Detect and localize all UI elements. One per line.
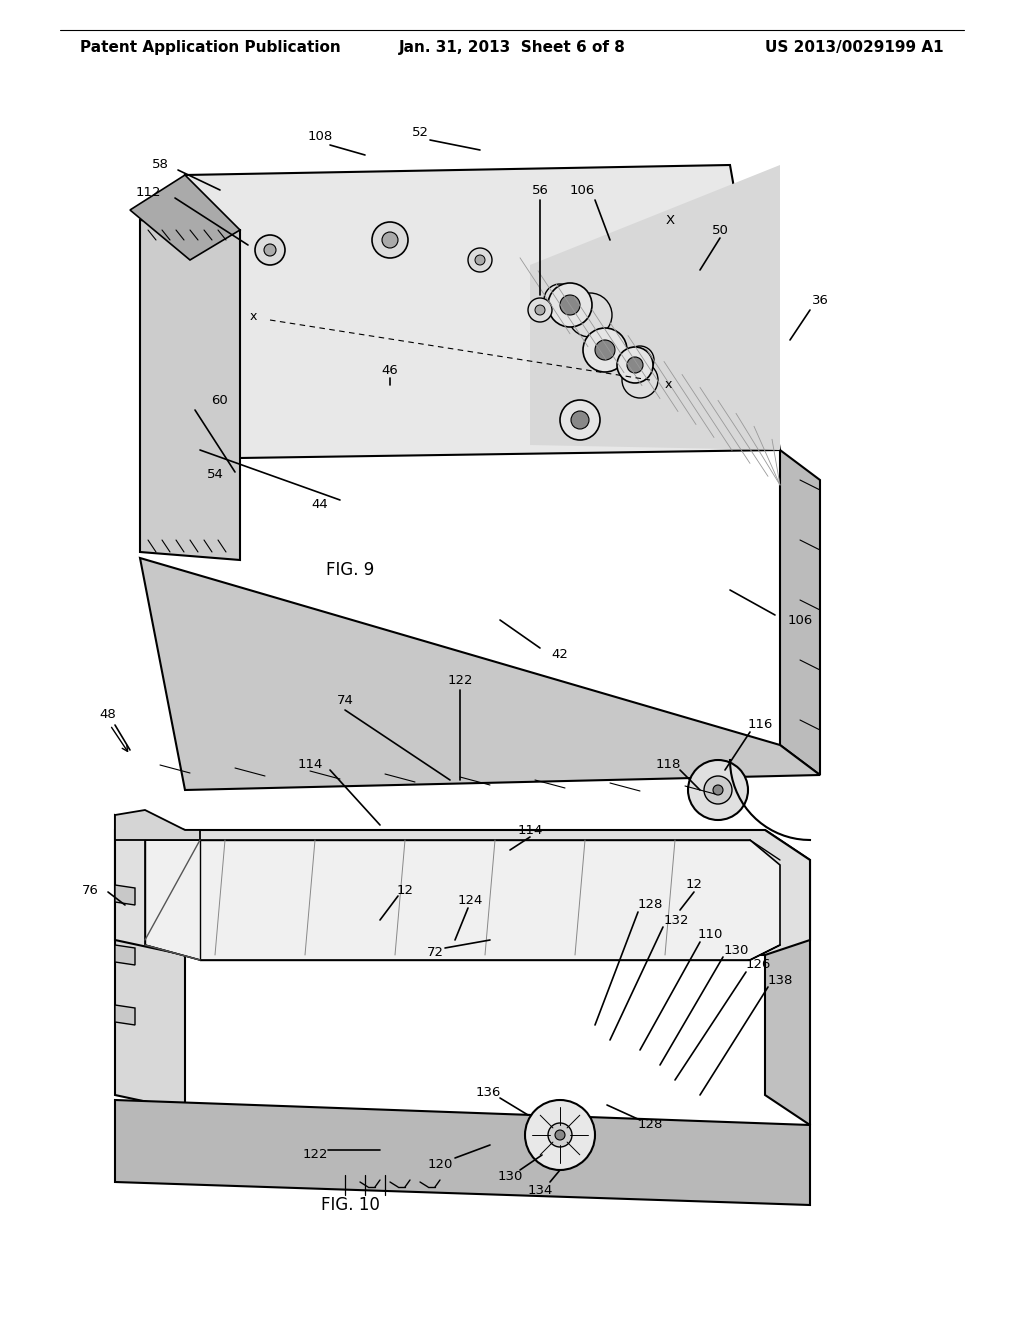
Text: 122: 122 xyxy=(302,1148,328,1162)
Circle shape xyxy=(555,1130,565,1140)
Circle shape xyxy=(688,760,748,820)
Circle shape xyxy=(255,235,285,265)
Circle shape xyxy=(627,356,643,374)
Text: 106: 106 xyxy=(569,183,595,197)
Text: 114: 114 xyxy=(517,824,543,837)
Text: 130: 130 xyxy=(723,944,749,957)
Text: 112: 112 xyxy=(135,186,161,199)
Circle shape xyxy=(544,284,575,315)
Circle shape xyxy=(560,400,600,440)
Text: 44: 44 xyxy=(311,499,329,511)
Text: 76: 76 xyxy=(82,883,98,896)
Circle shape xyxy=(548,1123,572,1147)
Circle shape xyxy=(568,293,612,337)
Text: 106: 106 xyxy=(787,614,813,627)
Text: 122: 122 xyxy=(447,673,473,686)
Circle shape xyxy=(584,334,616,366)
Text: 54: 54 xyxy=(207,469,223,482)
Circle shape xyxy=(264,244,276,256)
Text: 128: 128 xyxy=(637,899,663,912)
Text: 60: 60 xyxy=(212,393,228,407)
Text: 130: 130 xyxy=(498,1171,522,1184)
Text: 128: 128 xyxy=(637,1118,663,1131)
Circle shape xyxy=(595,341,615,360)
Polygon shape xyxy=(140,220,240,560)
Circle shape xyxy=(560,294,580,315)
Circle shape xyxy=(528,298,552,322)
Text: 118: 118 xyxy=(655,759,681,771)
Text: 124: 124 xyxy=(458,894,482,907)
Text: 110: 110 xyxy=(697,928,723,941)
Circle shape xyxy=(468,248,492,272)
Text: 74: 74 xyxy=(337,693,353,706)
Text: 42: 42 xyxy=(552,648,568,661)
Circle shape xyxy=(583,327,627,372)
Polygon shape xyxy=(185,165,780,458)
Text: x: x xyxy=(665,379,672,392)
Polygon shape xyxy=(530,165,780,450)
Polygon shape xyxy=(115,810,200,840)
Polygon shape xyxy=(115,814,185,1110)
Text: 46: 46 xyxy=(382,363,398,376)
Text: FIG. 10: FIG. 10 xyxy=(321,1196,380,1214)
Circle shape xyxy=(548,282,592,327)
Polygon shape xyxy=(780,450,820,775)
Text: 36: 36 xyxy=(812,293,828,306)
Circle shape xyxy=(525,1100,595,1170)
Circle shape xyxy=(626,346,654,374)
Text: 120: 120 xyxy=(427,1159,453,1172)
Polygon shape xyxy=(115,1100,810,1205)
Text: 108: 108 xyxy=(307,131,333,144)
Polygon shape xyxy=(115,884,135,906)
Text: Patent Application Publication: Patent Application Publication xyxy=(80,40,341,55)
Text: US 2013/0029199 A1: US 2013/0029199 A1 xyxy=(765,40,944,55)
Text: 114: 114 xyxy=(297,759,323,771)
Polygon shape xyxy=(115,1005,135,1026)
Circle shape xyxy=(571,411,589,429)
Text: 126: 126 xyxy=(745,958,771,972)
Text: 12: 12 xyxy=(685,879,702,891)
Circle shape xyxy=(372,222,408,257)
Text: 52: 52 xyxy=(412,127,428,140)
Polygon shape xyxy=(115,945,135,965)
Text: x: x xyxy=(249,310,257,323)
Text: 48: 48 xyxy=(99,709,117,722)
Polygon shape xyxy=(140,558,820,789)
Polygon shape xyxy=(115,830,810,954)
Text: 58: 58 xyxy=(152,158,168,172)
Text: 134: 134 xyxy=(527,1184,553,1196)
Circle shape xyxy=(622,362,658,399)
Polygon shape xyxy=(765,830,810,1125)
Text: X: X xyxy=(666,214,675,227)
Polygon shape xyxy=(145,840,780,960)
Text: 116: 116 xyxy=(748,718,773,731)
Circle shape xyxy=(713,785,723,795)
Circle shape xyxy=(475,255,485,265)
Circle shape xyxy=(535,305,545,315)
Text: 138: 138 xyxy=(767,974,793,986)
Text: 72: 72 xyxy=(427,945,443,958)
Circle shape xyxy=(705,776,732,804)
Text: 132: 132 xyxy=(664,913,689,927)
Text: 136: 136 xyxy=(475,1085,501,1098)
Text: 50: 50 xyxy=(712,223,728,236)
Circle shape xyxy=(382,232,398,248)
Text: 12: 12 xyxy=(396,883,414,896)
Circle shape xyxy=(617,347,653,383)
Polygon shape xyxy=(130,176,240,260)
Text: FIG. 9: FIG. 9 xyxy=(326,561,374,579)
Text: Jan. 31, 2013  Sheet 6 of 8: Jan. 31, 2013 Sheet 6 of 8 xyxy=(398,40,626,55)
Text: 56: 56 xyxy=(531,183,549,197)
